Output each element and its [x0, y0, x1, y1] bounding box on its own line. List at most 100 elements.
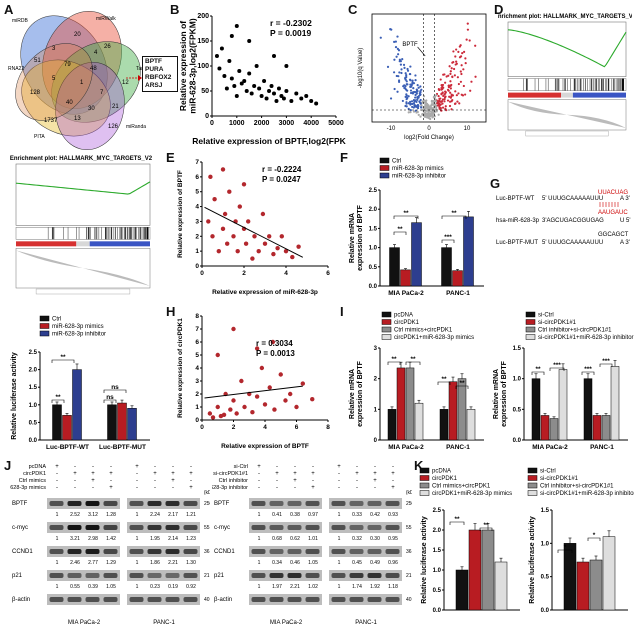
volcano-point	[435, 94, 438, 97]
y-tick-label: 3	[195, 378, 199, 385]
data-point	[283, 398, 288, 403]
bar	[441, 247, 452, 287]
band-quant: 1.02	[308, 584, 318, 590]
y-tick-label: 2.5	[369, 188, 378, 194]
volcano-point	[403, 86, 406, 90]
blot-band	[251, 597, 266, 602]
blot-band	[67, 573, 82, 578]
legend-label: si-circPDK1#1	[540, 476, 579, 482]
treatment-mark: +	[55, 464, 59, 470]
svg-text:7: 7	[100, 90, 104, 96]
band-quant: 2.98	[88, 536, 98, 542]
blot-band	[305, 549, 320, 554]
bar	[457, 378, 467, 441]
volcano-point	[430, 104, 433, 107]
sig-label: **	[397, 226, 403, 233]
volcano-point	[457, 50, 460, 53]
treatment-mark: +	[293, 471, 297, 477]
band-quant: 0.23	[150, 584, 160, 590]
x-axis-label: Relative expression of BPTF,log2(FPKM)	[192, 136, 346, 146]
y-tick-label: 1.0	[433, 568, 442, 574]
y-axis-label: Relative luciferase activity	[529, 516, 536, 604]
legend-swatch	[525, 326, 536, 333]
volcano-point	[450, 93, 453, 96]
data-point	[304, 94, 309, 98]
sig-label: ns	[111, 384, 119, 391]
blot-membrane	[127, 570, 200, 581]
svg-text:79: 79	[64, 62, 71, 68]
y-tick-label: 1.5	[433, 548, 442, 554]
rank-blue	[89, 241, 150, 247]
legend-label: Ctrl mimics+circPDK1	[432, 484, 491, 490]
band-quant: 0.30	[370, 536, 380, 542]
mir-label: hsa-miR-628-3p	[496, 218, 540, 224]
treatment-label: pcDNA	[29, 464, 47, 470]
volcano-point	[411, 79, 414, 82]
svg-text:13: 13	[74, 116, 81, 122]
treatment-mark: -	[74, 478, 76, 484]
y-tick-label: 0.5	[369, 265, 378, 271]
category-label: Luc-BPTF-MUT	[99, 444, 146, 451]
volcano-point	[447, 74, 450, 77]
treatment-mark: +	[171, 478, 175, 484]
volcano-point	[396, 35, 399, 38]
volcano-point	[419, 90, 422, 94]
y-tick-label: 1.5	[29, 385, 38, 391]
treatment-mark: -	[294, 485, 296, 491]
blot-band	[385, 525, 400, 530]
volcano-point	[465, 38, 468, 41]
data-point	[237, 69, 242, 73]
volcano-point	[460, 64, 463, 67]
blot-band	[385, 501, 400, 506]
volcano-point	[458, 45, 461, 48]
volcano-point	[445, 109, 448, 112]
blot-band	[367, 525, 382, 530]
blot-membrane	[127, 498, 200, 509]
metric-frame	[507, 99, 627, 131]
data-point	[231, 234, 236, 239]
data-point	[264, 96, 269, 101]
volcano-point	[450, 83, 453, 87]
treatment-label: Ctrl inhibitor	[219, 478, 249, 484]
bar	[602, 536, 616, 611]
y-tick-label: 0.0	[433, 608, 442, 614]
volcano-point	[414, 96, 417, 99]
volcano-point	[427, 116, 431, 120]
volcano-point	[454, 63, 457, 66]
protein-label: BPTF	[12, 501, 28, 507]
blot-band	[349, 573, 364, 578]
data-point	[232, 84, 237, 88]
bar	[405, 367, 415, 441]
y-tick-label: 4	[195, 204, 199, 211]
volcano-point	[449, 87, 452, 90]
x-tick-label: -10	[387, 126, 396, 132]
volcano-point	[459, 80, 463, 83]
kda-marker: 40	[406, 597, 412, 603]
volcano-point	[402, 63, 406, 66]
band-quant: 3.12	[88, 512, 98, 518]
volcano-point	[449, 72, 452, 75]
volcano-point	[457, 92, 460, 95]
blot-band	[331, 597, 346, 602]
data-point	[279, 94, 284, 98]
volcano-point	[395, 55, 398, 58]
protein-label: p21	[12, 573, 23, 579]
band-quant: 2.77	[88, 560, 98, 566]
volcano-point	[424, 113, 427, 116]
volcano-point	[409, 79, 412, 82]
bar	[414, 402, 424, 441]
mir-end: U 5'	[620, 218, 630, 224]
blot-band	[67, 501, 82, 506]
bar	[448, 381, 458, 441]
volcano-point	[398, 60, 401, 63]
volcano-point	[449, 70, 452, 73]
band-quant: 0.45	[352, 560, 362, 566]
y-tick-label: 0	[195, 263, 199, 270]
blot-band	[103, 549, 118, 554]
blot-band	[183, 525, 198, 530]
data-point	[259, 94, 264, 98]
volcano-point	[456, 100, 459, 103]
band-quant: 1	[56, 512, 59, 518]
panel-letter-h: H	[166, 304, 176, 319]
